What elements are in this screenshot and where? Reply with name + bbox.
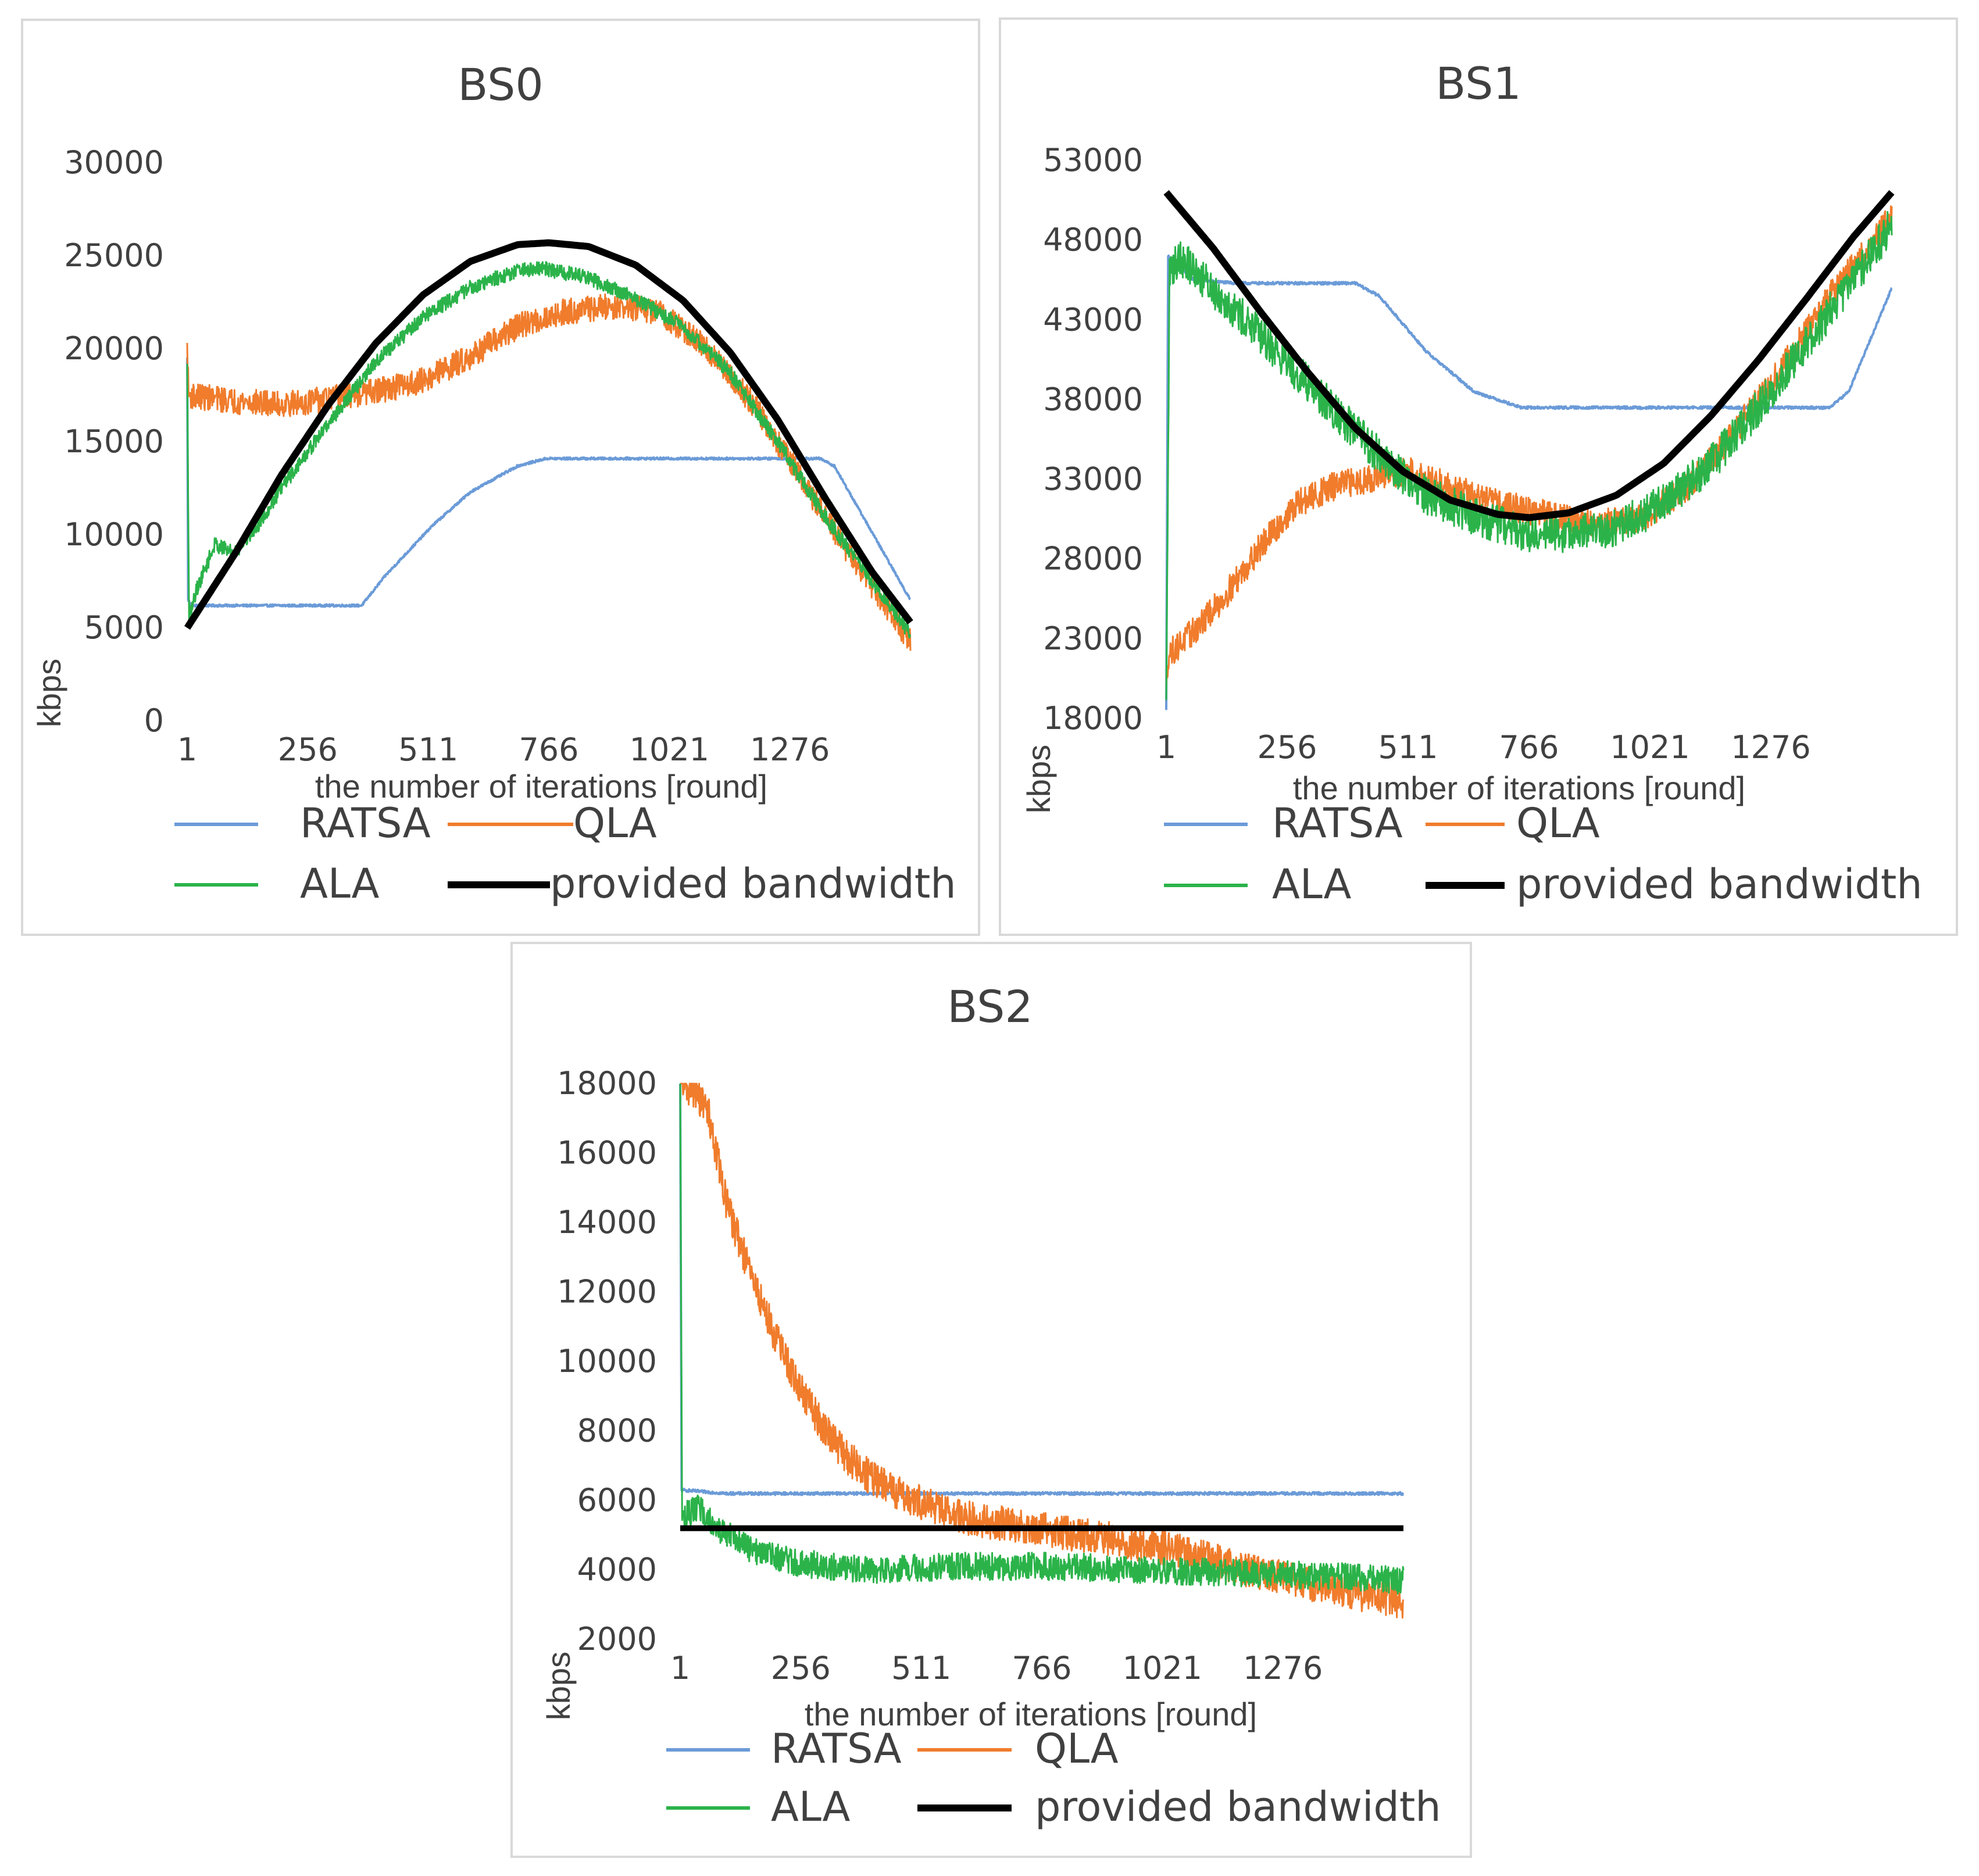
legend-label-provided-bandwidth: provided bandwidth [1516,860,1923,908]
series-line-qla [680,1082,1405,1619]
x-tick-label: 511 [1378,729,1438,766]
x-tick-label: 1276 [1731,729,1810,766]
y-axis-label: kbps [31,659,67,727]
series-line-provided-bandwidth [1163,190,1895,521]
y-tick-label: 20000 [64,330,164,367]
y-tick-label: 5000 [84,609,164,646]
y-tick-label: 33000 [1043,461,1143,498]
x-tick-label: 1276 [750,731,830,768]
legend-label-ratsa: RATSA [1272,799,1403,847]
y-tick-label: 30000 [64,144,164,181]
legend-label-ratsa: RATSA [771,1725,902,1773]
y-tick-label: 28000 [1043,541,1143,577]
y-tick-label: 14000 [557,1204,657,1241]
x-tick-label: 1021 [1610,729,1689,766]
y-tick-label: 53000 [1043,142,1143,178]
x-tick-label: 511 [891,1650,951,1686]
chart-panel-bs2: BS2 2000 4000 6000 8000 10000 12000 14000 16000 1… [510,942,1472,1858]
y-tick-label: 18000 [1043,700,1143,737]
series-line-ratsa [1165,254,1893,710]
series-line-ala [1165,211,1893,701]
y-tick-label: 8000 [577,1413,657,1449]
chart-svg-bs2: BS2 2000 4000 6000 8000 10000 12000 14000 16000 1… [540,981,1441,1831]
series-line-ala [679,1083,1405,1595]
x-tick-label: 1 [1156,729,1176,766]
legend-label-ratsa: RATSA [300,799,431,847]
chart-title: BS1 [1435,58,1521,109]
x-axis-label: the number of iterations [round] [805,1696,1257,1732]
y-tick-label: 4000 [577,1552,657,1588]
x-tick-label: 256 [278,731,338,768]
x-tick-label: 766 [1499,729,1559,766]
x-axis-label: the number of iterations [round] [1293,770,1745,806]
y-tick-label: 18000 [557,1065,657,1102]
y-tick-label: 43000 [1043,301,1143,338]
legend-label-ala: ALA [1272,860,1351,908]
x-tick-label: 1021 [1123,1650,1202,1686]
legend-label-provided-bandwidth: provided bandwidth [1035,1783,1441,1831]
series-line-ala [186,261,912,639]
y-axis-label: kbps [1020,745,1057,813]
x-tick-label: 766 [519,731,578,768]
y-tick-label: 48000 [1043,221,1143,258]
x-tick-label: 256 [1257,729,1317,766]
chart-title: BS2 [947,981,1033,1032]
y-tick-label: 6000 [577,1482,657,1518]
chart-title: BS0 [458,59,543,110]
x-tick-label: 1276 [1243,1650,1323,1686]
series-line-ratsa [679,1083,1405,1496]
series-line-qla [186,293,912,651]
x-tick-label: 1 [177,731,197,768]
legend-label-ala: ALA [300,860,379,907]
chart-svg-bs1: BS1 18000 23000 28000 33000 38000 43000 48000 53… [1020,58,1923,908]
legend-label-qla: QLA [573,799,657,847]
y-tick-label: 25000 [64,237,164,274]
chart-panel-bs0: BS0 0 5000 10000 15000 20000 25000 30000 1 256 511… [21,19,980,936]
y-tick-label: 23000 [1043,620,1143,657]
x-tick-label: 256 [771,1650,831,1686]
series-line-provided-bandwidth [184,239,913,630]
y-tick-label: 10000 [64,516,164,553]
y-tick-label: 12000 [557,1274,657,1310]
y-axis-label: kbps [540,1652,577,1720]
y-tick-label: 38000 [1043,381,1143,417]
y-tick-label: 0 [144,702,164,739]
legend-label-ala: ALA [771,1783,850,1831]
x-tick-label: 1021 [630,731,709,768]
y-tick-label: 2000 [577,1621,657,1657]
y-tick-label: 16000 [557,1135,657,1171]
chart-svg-bs0: BS0 0 5000 10000 15000 20000 25000 30000 1 256 511… [31,59,956,907]
x-tick-label: 766 [1012,1650,1071,1686]
y-tick-label: 15000 [64,423,164,460]
series-line-qla [1165,205,1893,687]
y-tick-label: 10000 [557,1343,657,1380]
legend-label-qla: QLA [1516,799,1600,847]
legend-label-qla: QLA [1035,1725,1119,1773]
x-tick-label: 511 [398,731,458,768]
chart-panel-bs1: BS1 18000 23000 28000 33000 38000 43000 48000 53… [999,17,1958,936]
x-tick-label: 1 [670,1650,690,1686]
x-axis-label: the number of iterations [round] [315,768,767,805]
legend-label-provided-bandwidth: provided bandwidth [550,860,956,907]
